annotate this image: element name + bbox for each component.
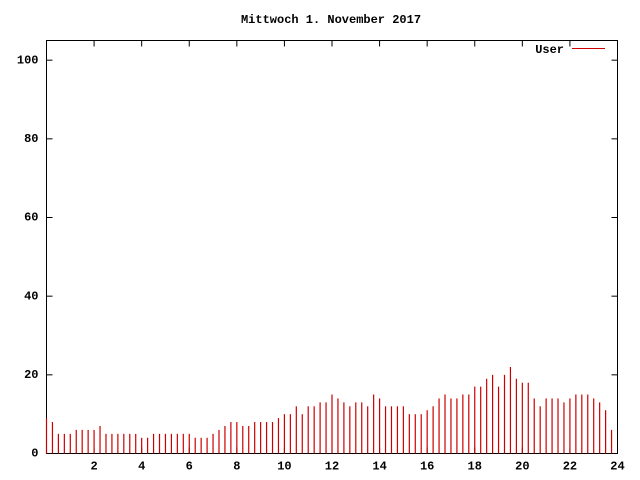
y-tick-label: 0 <box>31 447 38 461</box>
y-tick-label: 80 <box>24 132 38 146</box>
x-tick-label: 2 <box>90 460 97 474</box>
chart-title: Mittwoch 1. November 2017 <box>241 13 421 27</box>
legend-label: User <box>535 43 564 57</box>
x-tick-label: 16 <box>420 460 434 474</box>
x-tick-label: 10 <box>277 460 291 474</box>
y-tick-label: 60 <box>24 211 38 225</box>
x-tick-label: 8 <box>233 460 240 474</box>
y-tick-label: 100 <box>17 53 39 67</box>
x-tick-label: 4 <box>138 460 145 474</box>
y-tick-label: 40 <box>24 289 38 303</box>
plot-frame <box>46 40 618 454</box>
x-tick-label: 14 <box>372 460 386 474</box>
x-tick-label: 20 <box>515 460 529 474</box>
x-tick-label: 12 <box>325 460 339 474</box>
x-tick-label: 18 <box>468 460 482 474</box>
x-tick-label: 6 <box>186 460 193 474</box>
x-tick-label: 22 <box>563 460 577 474</box>
y-tick-label: 20 <box>24 368 38 382</box>
x-tick-label: 24 <box>610 460 624 474</box>
